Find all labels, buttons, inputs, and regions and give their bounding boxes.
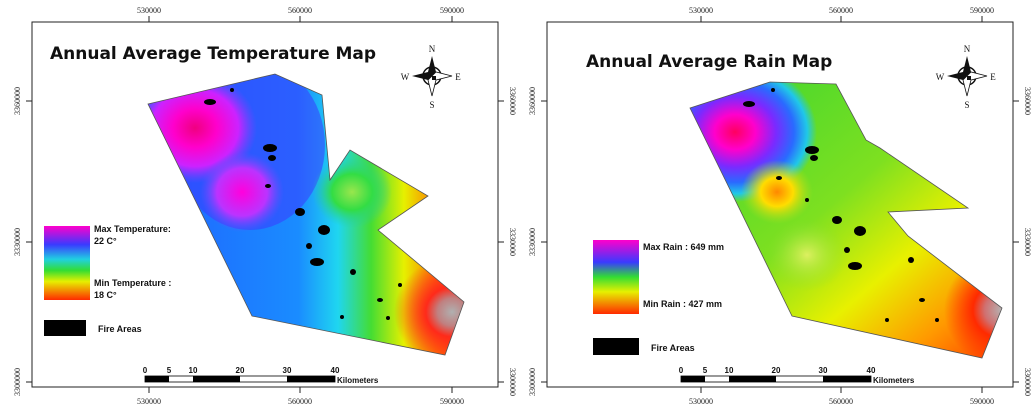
x-tick-top-3: 590000 <box>970 6 994 15</box>
scale-label-30: 30 <box>819 366 828 375</box>
compass-e: E <box>990 72 996 82</box>
compass-w: W <box>936 72 945 82</box>
temperature-map-panel: 530000 560000 590000 530000 560000 59000… <box>0 0 518 414</box>
fire-legend-swatch <box>44 320 86 336</box>
compass-rose-icon: N S E W <box>936 44 997 110</box>
y-tick-right-2: 3330000 <box>1023 228 1032 256</box>
rain-map-svg: 530000 560000 590000 530000 560000 59000… <box>528 6 1032 406</box>
legend-max-label: Max Rain : 649 mm <box>643 242 724 252</box>
x-tick-top-2: 560000 <box>829 6 853 15</box>
y-tick-left-1: 3360000 <box>528 87 537 115</box>
legend-color-ramp <box>593 240 639 314</box>
compass-e: E <box>455 72 461 82</box>
scale-label-0: 0 <box>679 366 684 375</box>
fire-legend-label: Fire Areas <box>651 343 695 353</box>
fire-area-patches <box>743 88 939 322</box>
y-tick-right-1: 3360000 <box>508 87 517 115</box>
fire-area-patches <box>204 88 402 320</box>
temperature-map-svg: 530000 560000 590000 530000 560000 59000… <box>13 6 517 406</box>
legend-max-value: 22 C° <box>94 236 117 246</box>
study-area-outline <box>689 81 1003 359</box>
scale-label-5: 5 <box>167 366 172 375</box>
y-tick-right-2: 3330000 <box>508 228 517 256</box>
fire-legend-swatch <box>593 338 639 355</box>
study-area-outline <box>147 73 465 356</box>
y-tick-left-2: 3330000 <box>13 228 22 256</box>
y-tick-left-2: 3330000 <box>528 228 537 256</box>
x-tick-top-3: 590000 <box>440 6 464 15</box>
compass-w: W <box>401 72 410 82</box>
compass-n: N <box>964 44 971 54</box>
tick-marks <box>541 16 1019 393</box>
scale-label-40: 40 <box>867 366 876 375</box>
scale-unit: Kilometers <box>873 376 915 385</box>
x-tick-top-1: 530000 <box>689 6 713 15</box>
x-tick-top-2: 560000 <box>288 6 312 15</box>
scale-label-10: 10 <box>725 366 734 375</box>
scale-label-10: 10 <box>189 366 198 375</box>
y-tick-left-1: 3360000 <box>13 87 22 115</box>
scale-bar <box>144 375 336 383</box>
legend-max-label: Max Temperature: <box>94 224 171 234</box>
x-tick-bottom-3: 590000 <box>440 397 464 406</box>
x-tick-bottom-1: 530000 <box>137 397 161 406</box>
y-tick-left-3: 3300000 <box>13 368 22 396</box>
legend-min-value: 18 C° <box>94 290 117 300</box>
legend-min-label: Min Rain : 427 mm <box>643 299 722 309</box>
scale-label-40: 40 <box>331 366 340 375</box>
scale-unit: Kilometers <box>337 376 379 385</box>
map-title: Annual Average Temperature Map <box>50 44 376 64</box>
tick-marks <box>26 16 504 393</box>
scale-bar <box>680 375 872 383</box>
x-tick-top-1: 530000 <box>137 6 161 15</box>
rain-map-panel: 530000 560000 590000 530000 560000 59000… <box>517 0 1035 414</box>
y-tick-right-1: 3360000 <box>1023 87 1032 115</box>
compass-s: S <box>964 100 969 110</box>
scale-label-0: 0 <box>143 366 148 375</box>
compass-n: N <box>429 44 436 54</box>
legend-color-ramp <box>44 226 90 300</box>
scale-label-5: 5 <box>703 366 708 375</box>
x-tick-bottom-3: 590000 <box>970 397 994 406</box>
x-tick-bottom-2: 560000 <box>829 397 853 406</box>
scale-label-30: 30 <box>283 366 292 375</box>
y-tick-right-3: 3300000 <box>508 368 517 396</box>
y-tick-left-3: 3300000 <box>528 368 537 396</box>
x-tick-bottom-2: 560000 <box>288 397 312 406</box>
compass-rose-icon: N S E W <box>401 44 462 110</box>
scale-label-20: 20 <box>236 366 245 375</box>
scale-label-20: 20 <box>772 366 781 375</box>
y-tick-right-3: 3300000 <box>1023 368 1032 396</box>
compass-s: S <box>429 100 434 110</box>
legend-min-label: Min Temperature : <box>94 278 171 288</box>
x-tick-bottom-1: 530000 <box>689 397 713 406</box>
fire-legend-label: Fire Areas <box>98 324 142 334</box>
map-title: Annual Average Rain Map <box>586 52 832 72</box>
